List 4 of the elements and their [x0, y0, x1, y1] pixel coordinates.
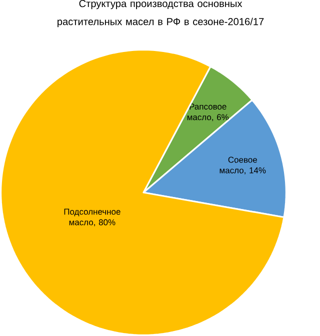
slice-label: Рапсовое масло, 6%: [187, 104, 228, 122]
chart-title: Структура производства основных растительных масел в РФ в сезоне-2016/17: [57, 0, 264, 28]
slice-label: Соевое масло, 14%: [220, 156, 266, 174]
slice-label: Подсолнечное масло, 80%: [64, 208, 120, 226]
